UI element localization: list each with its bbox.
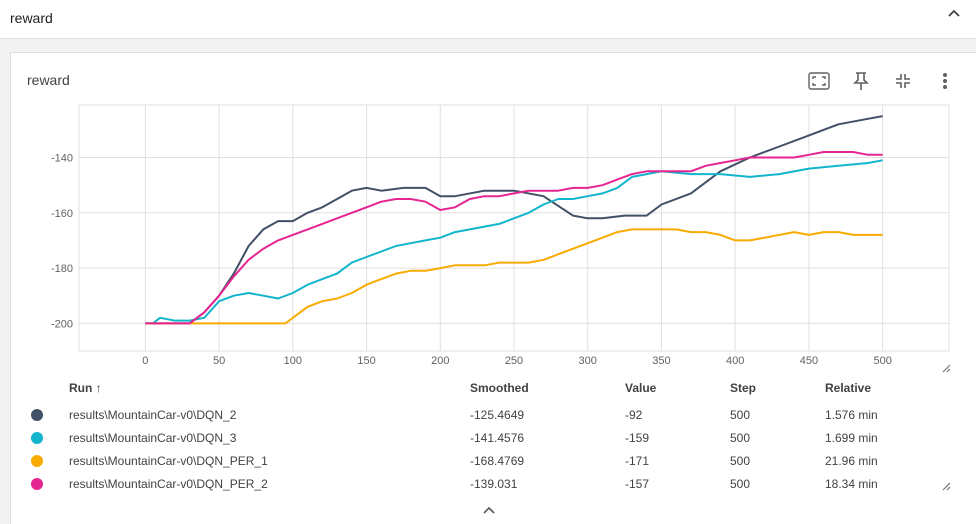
card-toolbar bbox=[805, 67, 959, 95]
fullscreen-icon[interactable] bbox=[805, 67, 833, 95]
cell-value: -92 bbox=[625, 408, 643, 422]
header-smoothed[interactable]: Smoothed bbox=[470, 381, 529, 395]
cell-relative: 1.576 min bbox=[825, 408, 878, 422]
series-line bbox=[145, 151, 883, 325]
chart-area[interactable]: -200 -180 -160 -140 0 50 100 150 200 250 300 350 400… bbox=[11, 101, 976, 386]
header-value[interactable]: Value bbox=[625, 381, 657, 395]
y-tick-label: -140 bbox=[51, 153, 73, 165]
x-tick-label: 400 bbox=[726, 355, 744, 367]
x-tick-label: 50 bbox=[213, 355, 225, 367]
cell-value: -171 bbox=[625, 454, 650, 468]
table-row[interactable]: results\MountainCar-v0\DQN_3 -141.4576 -15… bbox=[11, 427, 976, 450]
x-tick-label: 350 bbox=[652, 355, 670, 367]
table-resize-icon[interactable] bbox=[941, 481, 951, 494]
series-line bbox=[145, 228, 883, 325]
header-step[interactable]: Step bbox=[730, 381, 757, 395]
pin-icon[interactable] bbox=[847, 67, 875, 95]
more-vert-icon[interactable] bbox=[931, 67, 959, 95]
cell-step: 500 bbox=[730, 477, 751, 491]
series-line bbox=[145, 115, 883, 325]
collapse-chevron-icon[interactable] bbox=[481, 503, 497, 521]
cell-smoothed: -141.4576 bbox=[470, 431, 525, 445]
cell-run: results\MountainCar-v0\DQN_3 bbox=[69, 431, 237, 445]
x-tick-label: 250 bbox=[505, 355, 523, 367]
header-relative[interactable]: Relative bbox=[825, 381, 872, 395]
x-tick-label: 200 bbox=[431, 355, 449, 367]
chevron-up-icon[interactable] bbox=[946, 6, 962, 27]
cell-value: -159 bbox=[625, 431, 650, 445]
series-line bbox=[145, 159, 883, 325]
cell-smoothed: -168.4769 bbox=[470, 454, 525, 468]
x-tick-label: 450 bbox=[800, 355, 818, 367]
cell-run: results\MountainCar-v0\DQN_PER_1 bbox=[69, 454, 268, 468]
cell-relative: 1.699 min bbox=[825, 431, 878, 445]
cell-step: 500 bbox=[730, 431, 751, 445]
chart-resize-icon[interactable] bbox=[941, 363, 951, 376]
x-tick-label: 150 bbox=[357, 355, 375, 367]
x-tick-label: 100 bbox=[284, 355, 302, 367]
fit-domain-icon[interactable] bbox=[889, 67, 917, 95]
run-color-dot bbox=[31, 478, 43, 490]
cell-step: 500 bbox=[730, 454, 751, 468]
line-chart[interactable]: -200 -180 -160 -140 0 50 100 150 200 250 300 350 400… bbox=[11, 101, 976, 381]
header-run[interactable]: Run ↑ bbox=[69, 381, 102, 395]
cell-step: 500 bbox=[730, 408, 751, 422]
section-header: reward bbox=[0, 0, 976, 39]
cell-run: results\MountainCar-v0\DQN_PER_2 bbox=[69, 477, 268, 491]
y-tick-label: -160 bbox=[51, 208, 73, 220]
cell-smoothed: -125.4649 bbox=[470, 408, 525, 422]
x-tick-label: 500 bbox=[873, 355, 891, 367]
table-row[interactable]: results\MountainCar-v0\DQN_PER_1 -168.476… bbox=[11, 450, 976, 473]
x-tick-label: 0 bbox=[142, 355, 148, 367]
table-row[interactable]: results\MountainCar-v0\DQN_PER_2 -139.031… bbox=[11, 473, 976, 496]
cell-smoothed: -139.031 bbox=[470, 477, 518, 491]
cell-value: -157 bbox=[625, 477, 650, 491]
chart-card: reward -200 -180 -160 -140 0 50 100 150 200 250 30… bbox=[10, 52, 976, 524]
cell-relative: 21.96 min bbox=[825, 454, 878, 468]
cell-run: results\MountainCar-v0\DQN_2 bbox=[69, 408, 237, 422]
cell-relative: 18.34 min bbox=[825, 477, 878, 491]
section-title: reward bbox=[10, 10, 53, 26]
run-color-dot bbox=[31, 455, 43, 467]
run-color-dot bbox=[31, 432, 43, 444]
run-color-dot bbox=[31, 409, 43, 421]
y-tick-label: -200 bbox=[51, 318, 73, 330]
table-row[interactable]: results\MountainCar-v0\DQN_2 -125.4649 -92… bbox=[11, 404, 976, 427]
card-title: reward bbox=[27, 72, 70, 88]
x-tick-label: 300 bbox=[579, 355, 597, 367]
y-tick-label: -180 bbox=[51, 263, 73, 275]
